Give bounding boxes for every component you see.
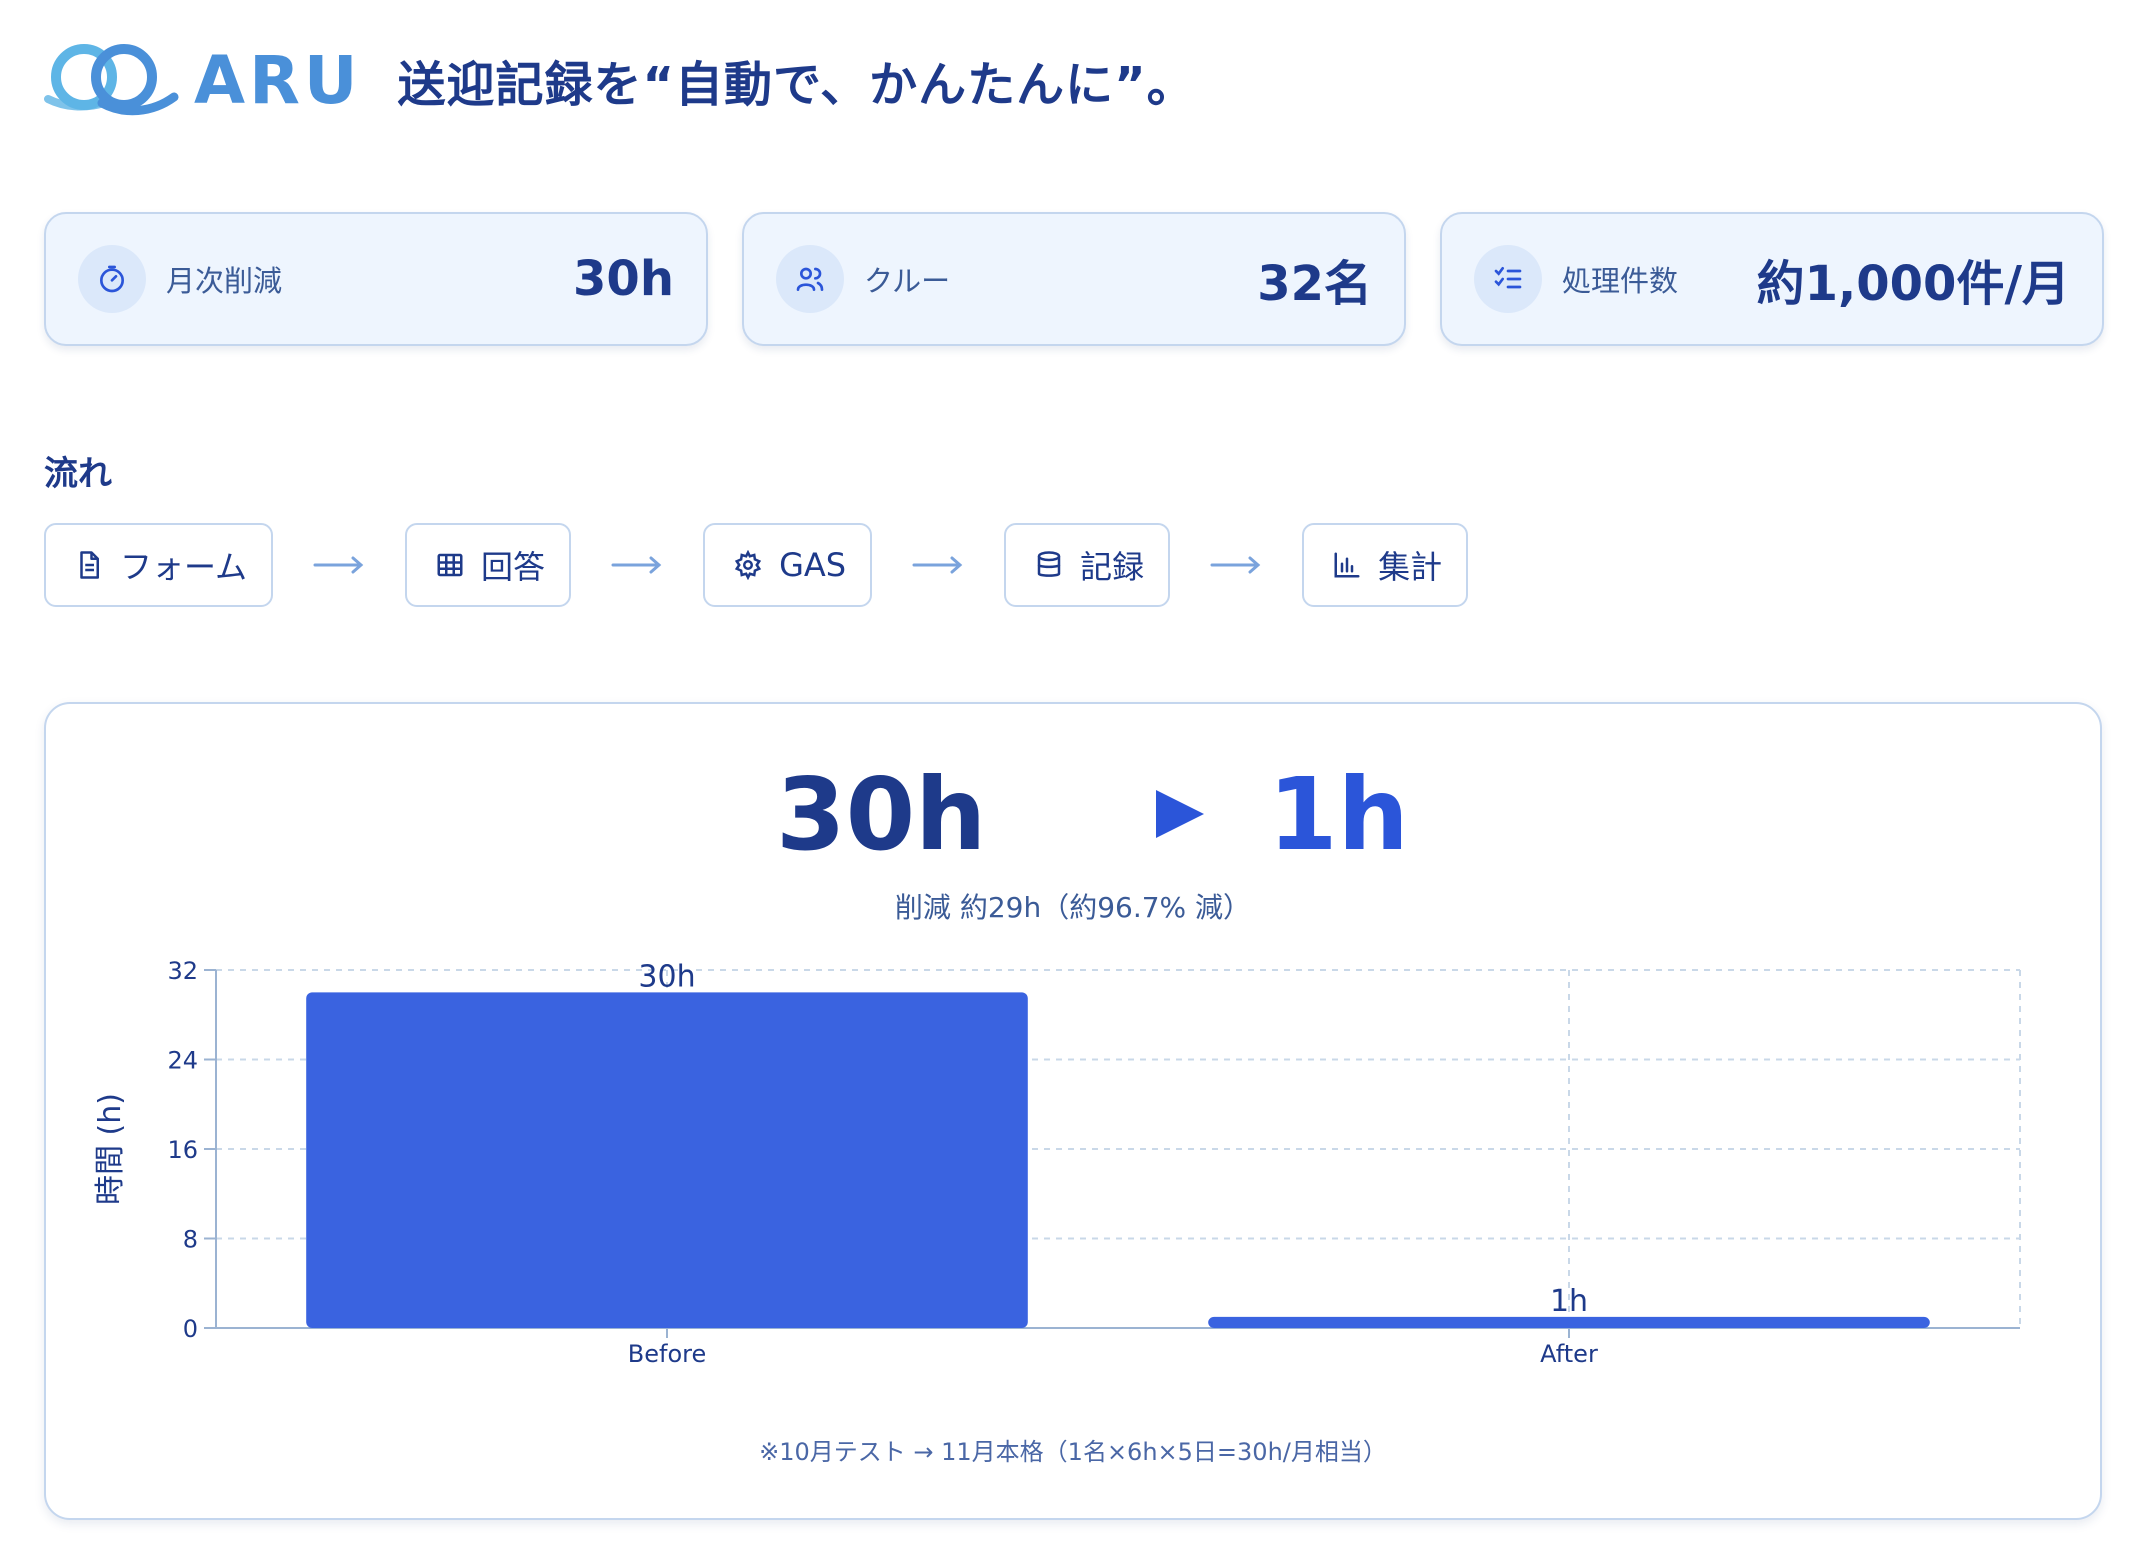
before-value: 30h [776, 756, 987, 873]
stat-card-processed-count: 処理件数 約1,000件/月 [1440, 212, 2104, 346]
after-value: 1h [1268, 756, 1409, 873]
play-arrow-icon [1156, 790, 1204, 838]
gear-icon [731, 548, 765, 582]
arrow-right-icon [571, 555, 703, 575]
before-after-comparison: 30h 1h [46, 756, 2100, 876]
stat-card-crew: クルー 32名 [742, 212, 1406, 346]
stat-value: 約1,000件/月 [1756, 256, 2070, 312]
stat-label: クルー [864, 264, 951, 298]
y-tick-label: 8 [183, 1226, 198, 1254]
stat-value: 30h [573, 251, 674, 307]
document-icon [72, 548, 106, 582]
y-axis-label: 時間 (h) [93, 1093, 128, 1205]
stopwatch-icon [78, 245, 146, 313]
aru-loop-logo-icon [44, 44, 179, 116]
x-tick-label: Before [628, 1340, 706, 1368]
flow-step-answers[interactable]: 回答 [405, 523, 572, 607]
flow-title: 流れ [44, 454, 112, 494]
flow-step-summary[interactable]: 集計 [1302, 523, 1469, 607]
header: ARU 送迎記録を“自動で、かんたんに”。 [44, 30, 1196, 130]
stat-label: 処理件数 [1562, 264, 1679, 298]
flow-step-label: GAS [779, 546, 847, 584]
database-icon [1032, 548, 1066, 582]
brand-name: ARU [194, 41, 362, 119]
stat-value: 32名 [1257, 256, 1372, 312]
x-tick-label: After [1540, 1340, 1598, 1368]
chart-labels: 0 8 16 24 32 30h Before 1h After 時間 (h) [93, 957, 1598, 1368]
data-label: 1h [1550, 1284, 1588, 1319]
bar-before [306, 992, 1028, 1328]
chart-bars [306, 992, 1930, 1328]
table-icon [433, 548, 467, 582]
checklist-icon [1474, 245, 1542, 313]
flow-step-label: フォーム [120, 548, 248, 586]
y-tick-label: 16 [167, 1136, 198, 1164]
stats-row: 月次削減 30h クルー 32名 処理件数 約1,000件/月 [44, 212, 2104, 346]
tagline: 送迎記録を“自動で、かんたんに”。 [397, 57, 1196, 113]
arrow-right-icon [872, 555, 1004, 575]
flow-step-label: 集計 [1378, 548, 1443, 586]
data-label: 30h [638, 959, 695, 994]
flow-step-form[interactable]: フォーム [44, 523, 274, 607]
arrow-right-icon [1170, 555, 1302, 575]
flow-step-gas[interactable]: GAS [703, 523, 873, 607]
flow-step-label: 回答 [481, 548, 546, 586]
bar-chart-icon [1330, 548, 1364, 582]
logo: ARU [44, 37, 362, 123]
footnote: ※10月テスト → 11月本格（1名×6h×5日=30h/月相当） [759, 1438, 1387, 1466]
bar-after [1208, 1316, 1930, 1328]
chart-card: 30h 1h 削減 約29h（約96.7% 減） 0 8 16 24 32 30h Befo… [44, 702, 2102, 1520]
bar-chart: 0 8 16 24 32 30h Before 1h After 時間 (h) [93, 957, 2021, 1368]
reduction-text: 削減 約29h（約96.7% 減） [894, 891, 1252, 924]
arrow-right-icon [273, 555, 405, 575]
stat-card-monthly-reduction: 月次削減 30h [44, 212, 708, 346]
y-tick-label: 0 [183, 1315, 198, 1343]
y-tick-label: 24 [167, 1047, 198, 1075]
flow-steps: フォーム 回答 GAS [44, 522, 1469, 608]
flow-step-label: 記録 [1080, 548, 1145, 586]
y-tick-label: 32 [167, 957, 198, 985]
stat-label: 月次削減 [166, 264, 283, 298]
flow-step-record[interactable]: 記録 [1004, 523, 1171, 607]
users-icon [776, 245, 844, 313]
